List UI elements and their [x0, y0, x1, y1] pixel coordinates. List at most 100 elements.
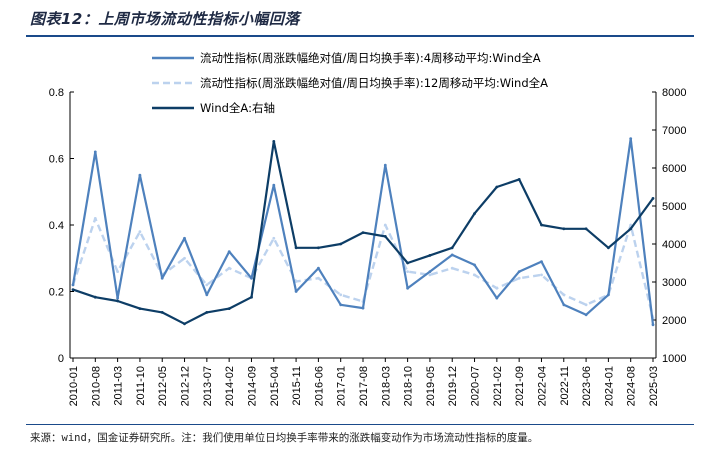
- left-tick-label: 0.2: [49, 287, 64, 299]
- series-point-2: [138, 307, 142, 310]
- series-point-2: [227, 307, 231, 310]
- series-point-2: [160, 311, 164, 314]
- x-tick-label: 2017-08: [358, 366, 370, 406]
- x-tick-label: 2021-09: [514, 366, 526, 406]
- series-point-2: [607, 246, 610, 250]
- series-point-1: [227, 266, 231, 270]
- source-note: 来源：wind，国金证券研究所。注：我们使用单位日均换手率带来的涨跌幅变动作为市…: [30, 432, 539, 444]
- x-tick-label: 2017-01: [336, 366, 348, 406]
- x-tick-label: 2023-06: [581, 366, 593, 406]
- x-tick-label: 2011-03: [113, 366, 125, 406]
- series-point-2: [93, 295, 97, 299]
- series-point-1: [562, 293, 566, 297]
- series-point-0: [227, 250, 231, 254]
- series-point-2: [250, 295, 253, 299]
- right-tick-label: 4000: [662, 239, 686, 251]
- page-title: 图表12：上周市场流动性指标小幅回落: [30, 10, 300, 28]
- series-point-1: [339, 293, 343, 297]
- series-point-2: [629, 227, 633, 231]
- series-point-0: [339, 303, 343, 307]
- right-tick-label: 1000: [662, 353, 686, 365]
- chart-series-layer: [71, 137, 655, 327]
- x-tick-label: 2020-07: [470, 366, 482, 406]
- series-point-0: [383, 163, 387, 167]
- series-point-0: [183, 236, 186, 240]
- x-tick-label: 2014-02: [224, 366, 236, 406]
- series-point-2: [205, 311, 209, 314]
- series-point-2: [562, 227, 566, 231]
- right-tick-label: 7000: [662, 125, 686, 137]
- series-point-1: [584, 303, 588, 307]
- series-point-1: [138, 230, 142, 234]
- series-point-0: [361, 306, 365, 310]
- series-point-2: [361, 231, 365, 235]
- left-tick-label: 0.8: [49, 87, 64, 99]
- x-tick-label: 2015-04: [269, 366, 281, 406]
- series-point-2: [339, 242, 343, 246]
- series-point-0: [160, 276, 164, 280]
- right-tick-label: 3000: [662, 277, 686, 289]
- series-point-1: [540, 273, 543, 277]
- series-point-0: [116, 296, 119, 300]
- series-point-2: [383, 235, 387, 238]
- series-point-0: [540, 260, 543, 263]
- title-divider: [26, 35, 694, 37]
- series-point-2: [272, 140, 276, 143]
- left-tick-label: 0: [58, 353, 64, 365]
- x-tick-label: 2024-01: [603, 366, 615, 406]
- series-point-1: [629, 223, 633, 227]
- x-tick-label: 2018-03: [380, 366, 392, 406]
- series-point-1: [116, 270, 119, 273]
- series-point-2: [651, 197, 655, 200]
- series-point-1: [495, 286, 499, 290]
- series-point-2: [473, 212, 476, 216]
- x-tick-label: 2010-01: [68, 366, 80, 406]
- series-point-1: [272, 236, 276, 240]
- series-point-2: [317, 246, 320, 250]
- x-tick-label: 2022-04: [536, 366, 548, 406]
- series-point-1: [205, 283, 209, 287]
- x-tick-label: 2016-06: [313, 366, 325, 406]
- series-point-0: [406, 286, 409, 290]
- series-point-2: [71, 288, 75, 291]
- x-tick-label: 2012-12: [180, 366, 192, 406]
- x-tick-label: 2011-10: [135, 366, 147, 406]
- right-tick-label: 5000: [662, 201, 686, 213]
- series-point-0: [272, 183, 276, 187]
- x-tick-label: 2013-07: [202, 366, 214, 406]
- series-point-0: [317, 266, 320, 270]
- series-point-0: [205, 293, 209, 297]
- x-tick-label: 2012-05: [157, 366, 169, 406]
- series-point-1: [406, 270, 409, 273]
- left-tick-label: 0.6: [49, 154, 64, 166]
- series-point-0: [629, 137, 633, 141]
- series-point-1: [317, 276, 320, 280]
- x-tick-label: 2014-09: [246, 366, 258, 406]
- right-tick-label: 8000: [662, 87, 686, 99]
- series-point-1: [93, 217, 97, 220]
- series-point-0: [607, 293, 610, 297]
- series-point-0: [473, 263, 476, 267]
- x-tick-label: 2015-11: [291, 366, 303, 406]
- series-point-0: [517, 270, 521, 273]
- series-point-1: [473, 273, 476, 277]
- series-point-2: [517, 178, 521, 181]
- series-point-2: [428, 254, 432, 257]
- series-point-2: [183, 322, 186, 326]
- series-point-0: [250, 276, 253, 280]
- legend-label-2: Wind全A:右轴: [200, 101, 275, 115]
- x-tick-label: 2019-12: [447, 366, 459, 406]
- series-point-0: [495, 296, 499, 300]
- series-point-1: [517, 276, 521, 280]
- x-tick-label: 2024-08: [626, 366, 638, 406]
- series-point-0: [294, 290, 298, 293]
- series-point-2: [294, 246, 298, 250]
- x-tick-label: 2010-08: [90, 366, 102, 406]
- left-tick-label: 0.4: [49, 220, 64, 232]
- right-tick-label: 2000: [662, 315, 686, 327]
- series-point-1: [428, 273, 432, 277]
- x-tick-label: 2025-03: [648, 366, 660, 406]
- x-tick-label: 2022-11: [559, 366, 571, 406]
- series-point-1: [383, 223, 387, 227]
